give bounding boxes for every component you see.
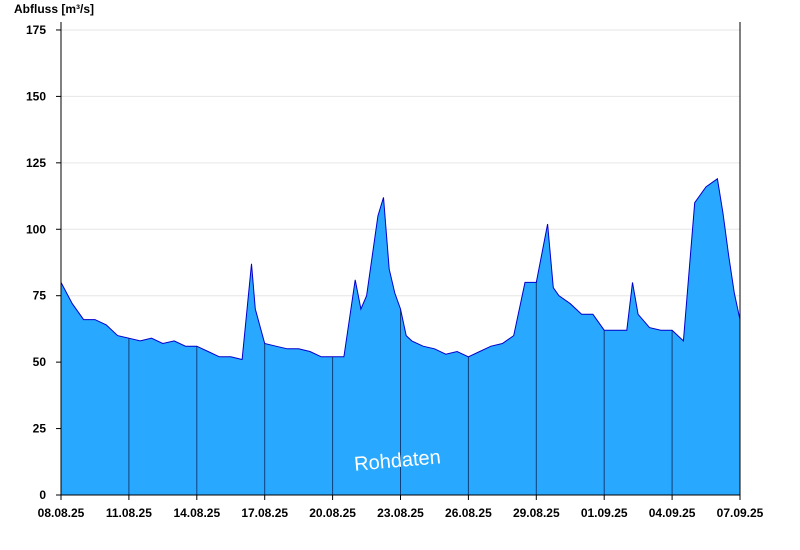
- x-tick-labels: 08.08.25 11.08.25 14.08.25 17.08.25 20.08.25…: [38, 506, 764, 520]
- axes: [56, 22, 741, 500]
- x-tick-label-3: 17.08.25: [241, 506, 288, 520]
- y-tick-label-1: 25: [33, 422, 47, 436]
- y-tick-label-6: 150: [26, 89, 46, 103]
- x-tick-label-10: 07.09.25: [717, 506, 764, 520]
- x-tick-label-6: 26.08.25: [445, 506, 492, 520]
- x-tick-label-9: 04.09.25: [649, 506, 696, 520]
- x-tick-label-0: 08.08.25: [38, 506, 85, 520]
- y-axis-title: Abfluss [m³/s]: [14, 2, 94, 16]
- y-tick-label-7: 175: [26, 23, 46, 37]
- y-tick-label-4: 100: [26, 222, 46, 236]
- x-tick-label-1: 11.08.25: [106, 506, 152, 520]
- y-tick-label-5: 125: [26, 156, 46, 170]
- x-tick-label-2: 14.08.25: [173, 506, 220, 520]
- x-tick-label-7: 29.08.25: [513, 506, 560, 520]
- y-tick-label-3: 75: [33, 289, 47, 303]
- y-tick-label-0: 0: [39, 488, 46, 502]
- x-tick-label-4: 20.08.25: [309, 506, 356, 520]
- y-tick-labels: 0 25 50 75 100 125 150 175: [26, 23, 46, 502]
- date-divider-lines: [128, 282, 673, 495]
- x-tick-label-5: 23.08.25: [377, 506, 424, 520]
- y-tick-label-2: 50: [33, 355, 47, 369]
- x-tick-label-8: 01.09.25: [581, 506, 628, 520]
- series-line: [60, 177, 741, 361]
